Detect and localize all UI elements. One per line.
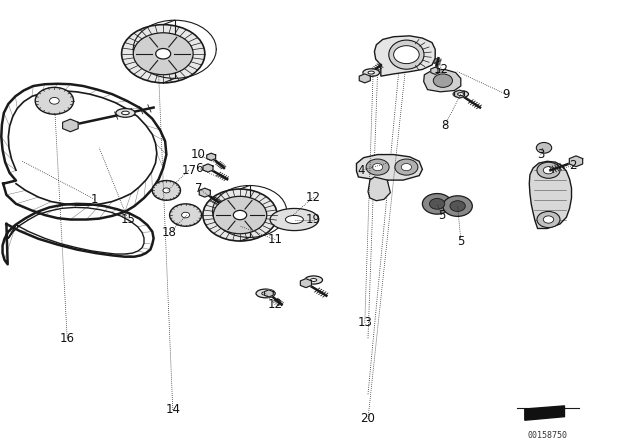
Circle shape	[543, 167, 554, 174]
Circle shape	[450, 201, 465, 211]
Polygon shape	[264, 290, 273, 297]
Text: 10: 10	[191, 148, 206, 161]
Text: 20: 20	[360, 412, 376, 426]
Text: 17: 17	[181, 164, 196, 177]
Polygon shape	[207, 153, 216, 160]
Circle shape	[443, 196, 472, 216]
Ellipse shape	[116, 108, 135, 117]
Polygon shape	[199, 188, 211, 197]
Ellipse shape	[458, 93, 464, 95]
Circle shape	[163, 188, 170, 193]
Polygon shape	[1, 84, 166, 220]
Circle shape	[422, 194, 452, 214]
Text: 13: 13	[357, 316, 372, 329]
Circle shape	[401, 164, 412, 171]
Circle shape	[35, 87, 74, 114]
Text: 00158750: 00158750	[527, 431, 567, 440]
Text: 12: 12	[434, 63, 449, 76]
Circle shape	[170, 204, 202, 226]
Ellipse shape	[368, 71, 374, 74]
Circle shape	[50, 97, 60, 104]
Circle shape	[433, 74, 452, 87]
Text: 7: 7	[195, 181, 202, 195]
Polygon shape	[454, 90, 465, 98]
Circle shape	[394, 46, 419, 64]
Ellipse shape	[310, 279, 317, 281]
Text: 16: 16	[60, 332, 75, 345]
Circle shape	[372, 164, 383, 171]
Text: 15: 15	[120, 213, 136, 226]
Circle shape	[366, 159, 389, 175]
Text: 12: 12	[268, 298, 283, 311]
Polygon shape	[529, 161, 572, 228]
Polygon shape	[63, 119, 78, 132]
Circle shape	[122, 25, 205, 83]
Polygon shape	[203, 164, 213, 172]
Text: 4: 4	[358, 164, 365, 177]
Ellipse shape	[256, 289, 275, 298]
Polygon shape	[525, 406, 564, 420]
Text: 3: 3	[537, 148, 545, 161]
Ellipse shape	[285, 215, 303, 224]
Text: 11: 11	[268, 233, 283, 246]
Text: 5: 5	[457, 234, 465, 248]
Polygon shape	[359, 74, 371, 83]
Ellipse shape	[363, 69, 380, 76]
Ellipse shape	[262, 292, 269, 295]
Polygon shape	[300, 279, 312, 288]
Circle shape	[537, 162, 560, 178]
Ellipse shape	[305, 276, 323, 284]
Circle shape	[156, 48, 171, 59]
Text: 1: 1	[91, 193, 99, 206]
Polygon shape	[570, 156, 582, 167]
Circle shape	[537, 211, 560, 228]
Circle shape	[213, 196, 267, 234]
Circle shape	[182, 212, 189, 218]
Text: 19: 19	[306, 213, 321, 226]
Circle shape	[429, 198, 445, 209]
Text: 18: 18	[162, 226, 177, 240]
Ellipse shape	[122, 111, 129, 115]
Polygon shape	[431, 67, 440, 74]
Ellipse shape	[453, 90, 468, 98]
Polygon shape	[374, 36, 435, 76]
Circle shape	[543, 216, 554, 223]
Polygon shape	[3, 204, 154, 264]
Circle shape	[133, 33, 193, 75]
Text: 8: 8	[441, 119, 449, 132]
Text: 5: 5	[438, 208, 445, 222]
Polygon shape	[424, 69, 461, 92]
Circle shape	[234, 211, 246, 220]
Circle shape	[203, 189, 277, 241]
Text: 9: 9	[502, 87, 509, 101]
Circle shape	[152, 181, 180, 200]
Circle shape	[395, 159, 418, 175]
Ellipse shape	[388, 40, 424, 69]
Text: 2: 2	[569, 159, 577, 172]
Polygon shape	[356, 155, 422, 180]
Text: 6: 6	[195, 161, 202, 175]
Polygon shape	[368, 177, 390, 201]
Ellipse shape	[270, 208, 319, 231]
Circle shape	[536, 142, 552, 153]
Text: 14: 14	[165, 403, 180, 417]
Text: 12: 12	[306, 190, 321, 204]
